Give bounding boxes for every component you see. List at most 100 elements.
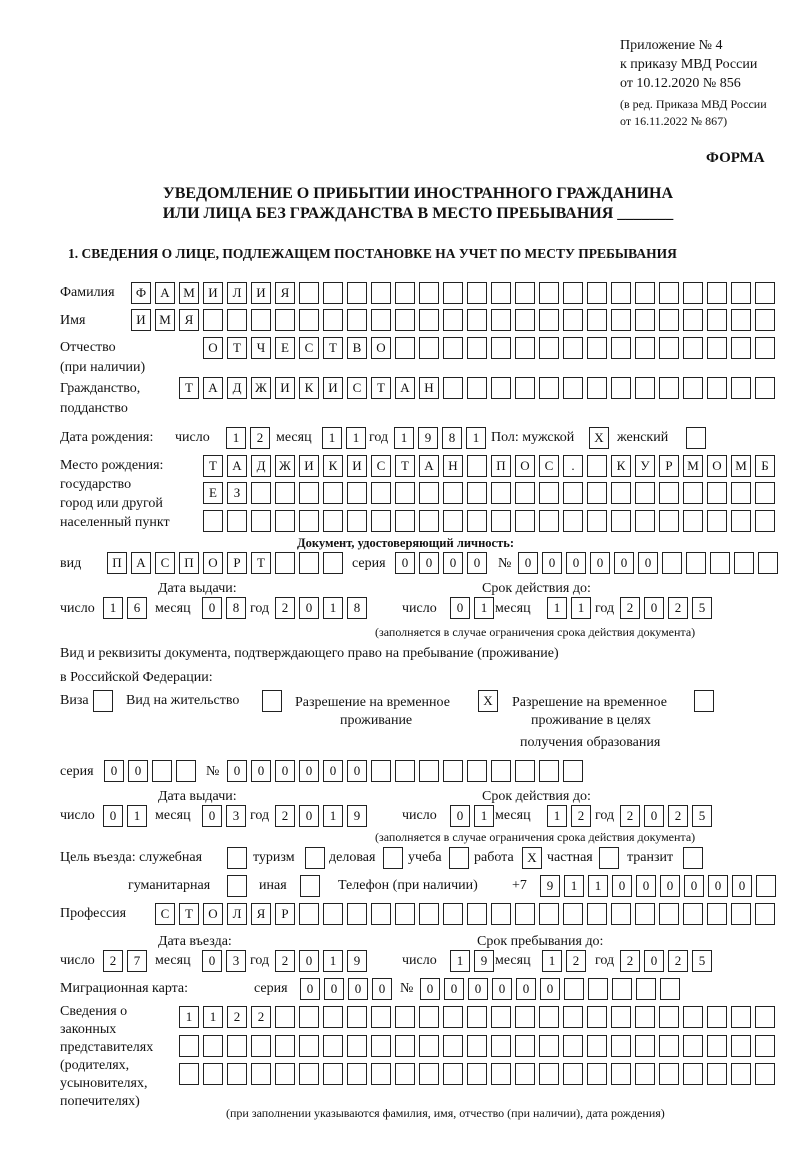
reps-row3-char-box[interactable] bbox=[563, 1063, 583, 1085]
reps-row2-char-box[interactable] bbox=[587, 1035, 607, 1057]
surname-char-box[interactable] bbox=[347, 282, 367, 304]
surname-char-box[interactable] bbox=[635, 282, 655, 304]
doc-number-char-box[interactable] bbox=[734, 552, 754, 574]
doc-issue-year-char-box[interactable]: 8 bbox=[347, 597, 367, 619]
citizenship-char-box[interactable] bbox=[731, 377, 751, 399]
doc-number-char-box[interactable] bbox=[710, 552, 730, 574]
reps-row2-char-box[interactable] bbox=[611, 1035, 631, 1057]
birthplace-row1-char-box[interactable]: С bbox=[539, 455, 559, 477]
citizenship-char-box[interactable]: Т bbox=[371, 377, 391, 399]
patronymic-char-box[interactable] bbox=[491, 337, 511, 359]
birthplace-row3-char-box[interactable] bbox=[419, 510, 439, 532]
reps-row2-char-box[interactable] bbox=[227, 1035, 247, 1057]
birthplace-row1-char-box[interactable]: П bbox=[491, 455, 511, 477]
right-valid-month-char-box[interactable]: 1 bbox=[547, 805, 567, 827]
name-char-box[interactable] bbox=[563, 309, 583, 331]
profession-char-box[interactable] bbox=[347, 903, 367, 925]
doc-series-char-box[interactable]: 0 bbox=[419, 552, 439, 574]
birthplace-row3-char-box[interactable] bbox=[347, 510, 367, 532]
reps-row2-char-box[interactable] bbox=[731, 1035, 751, 1057]
dob-day-char-box[interactable]: 2 bbox=[250, 427, 270, 449]
stay-year-char-box[interactable]: 2 bbox=[668, 950, 688, 972]
patronymic-char-box[interactable] bbox=[563, 337, 583, 359]
birthplace-row2-char-box[interactable] bbox=[323, 482, 343, 504]
birthplace-row3-char-box[interactable] bbox=[755, 510, 775, 532]
surname-char-box[interactable] bbox=[419, 282, 439, 304]
doc-issue-year-char-box[interactable]: 2 bbox=[275, 597, 295, 619]
entry-year-char-box[interactable]: 9 bbox=[347, 950, 367, 972]
reps-row3-char-box[interactable] bbox=[515, 1063, 535, 1085]
reps-row3-char-box[interactable] bbox=[755, 1063, 775, 1085]
reps-row1-char-box[interactable] bbox=[419, 1006, 439, 1028]
birthplace-row1-char-box[interactable]: К bbox=[611, 455, 631, 477]
reps-row3-char-box[interactable] bbox=[251, 1063, 271, 1085]
name-char-box[interactable] bbox=[611, 309, 631, 331]
dob-year-char-box[interactable]: 8 bbox=[442, 427, 462, 449]
right-number-char-box[interactable]: 0 bbox=[275, 760, 295, 782]
birthplace-row3-char-box[interactable] bbox=[323, 510, 343, 532]
birthplace-row3-char-box[interactable] bbox=[467, 510, 487, 532]
reps-row1-char-box[interactable] bbox=[587, 1006, 607, 1028]
doc-valid-month-char-box[interactable]: 1 bbox=[547, 597, 567, 619]
surname-char-box[interactable] bbox=[587, 282, 607, 304]
reps-row1-char-box[interactable] bbox=[347, 1006, 367, 1028]
right-number-char-box[interactable] bbox=[491, 760, 511, 782]
reps-row3-char-box[interactable] bbox=[419, 1063, 439, 1085]
phone-char-box[interactable] bbox=[756, 875, 776, 897]
reps-row3-char-box[interactable] bbox=[467, 1063, 487, 1085]
patronymic-char-box[interactable] bbox=[467, 337, 487, 359]
citizenship-char-box[interactable]: Д bbox=[227, 377, 247, 399]
profession-char-box[interactable] bbox=[587, 903, 607, 925]
reps-row2-char-box[interactable] bbox=[491, 1035, 511, 1057]
patronymic-char-box[interactable] bbox=[755, 337, 775, 359]
birthplace-row2-char-box[interactable] bbox=[755, 482, 775, 504]
phone-char-box[interactable]: 0 bbox=[636, 875, 656, 897]
birthplace-row3-char-box[interactable] bbox=[275, 510, 295, 532]
birthplace-row1-char-box[interactable]: М bbox=[683, 455, 703, 477]
stay-year-char-box[interactable]: 5 bbox=[692, 950, 712, 972]
doc-valid-day-char-box[interactable]: 0 bbox=[450, 597, 470, 619]
doc-number-char-box[interactable]: 0 bbox=[542, 552, 562, 574]
right-valid-day-char-box[interactable]: 0 bbox=[450, 805, 470, 827]
birthplace-row2-char-box[interactable]: Е bbox=[203, 482, 223, 504]
doc-valid-year-char-box[interactable]: 2 bbox=[668, 597, 688, 619]
purpose-other-checkbox[interactable] bbox=[300, 875, 320, 897]
doc-kind-char-box[interactable]: П bbox=[179, 552, 199, 574]
name-char-box[interactable] bbox=[251, 309, 271, 331]
entry-day-char-box[interactable]: 7 bbox=[127, 950, 147, 972]
reps-row1-char-box[interactable] bbox=[467, 1006, 487, 1028]
patronymic-char-box[interactable] bbox=[659, 337, 679, 359]
reps-row3-char-box[interactable] bbox=[635, 1063, 655, 1085]
reps-row1-char-box[interactable] bbox=[323, 1006, 343, 1028]
purpose-business-checkbox[interactable] bbox=[383, 847, 403, 869]
birthplace-row1-char-box[interactable]: А bbox=[419, 455, 439, 477]
mc-number-char-box[interactable]: 0 bbox=[492, 978, 512, 1000]
reps-row3-char-box[interactable] bbox=[707, 1063, 727, 1085]
reps-row3-char-box[interactable] bbox=[203, 1063, 223, 1085]
patronymic-char-box[interactable] bbox=[611, 337, 631, 359]
phone-char-box[interactable]: 0 bbox=[684, 875, 704, 897]
name-char-box[interactable] bbox=[515, 309, 535, 331]
mc-number-char-box[interactable] bbox=[660, 978, 680, 1000]
doc-issue-month-char-box[interactable]: 0 bbox=[202, 597, 222, 619]
name-char-box[interactable] bbox=[203, 309, 223, 331]
reps-row2-char-box[interactable] bbox=[299, 1035, 319, 1057]
birthplace-row1-char-box[interactable]: М bbox=[731, 455, 751, 477]
birthplace-row2-char-box[interactable] bbox=[635, 482, 655, 504]
patronymic-char-box[interactable] bbox=[683, 337, 703, 359]
doc-number-char-box[interactable] bbox=[662, 552, 682, 574]
doc-kind-char-box[interactable]: С bbox=[155, 552, 175, 574]
reps-row2-char-box[interactable] bbox=[323, 1035, 343, 1057]
reps-row2-char-box[interactable] bbox=[275, 1035, 295, 1057]
surname-char-box[interactable] bbox=[659, 282, 679, 304]
profession-char-box[interactable] bbox=[539, 903, 559, 925]
surname-char-box[interactable]: И bbox=[203, 282, 223, 304]
reps-row1-char-box[interactable]: 2 bbox=[227, 1006, 247, 1028]
doc-number-char-box[interactable]: 0 bbox=[638, 552, 658, 574]
dob-year-char-box[interactable]: 1 bbox=[466, 427, 486, 449]
reps-row1-char-box[interactable] bbox=[275, 1006, 295, 1028]
reps-row1-char-box[interactable] bbox=[371, 1006, 391, 1028]
right-number-char-box[interactable] bbox=[443, 760, 463, 782]
birthplace-row2-char-box[interactable] bbox=[515, 482, 535, 504]
surname-char-box[interactable]: И bbox=[251, 282, 271, 304]
